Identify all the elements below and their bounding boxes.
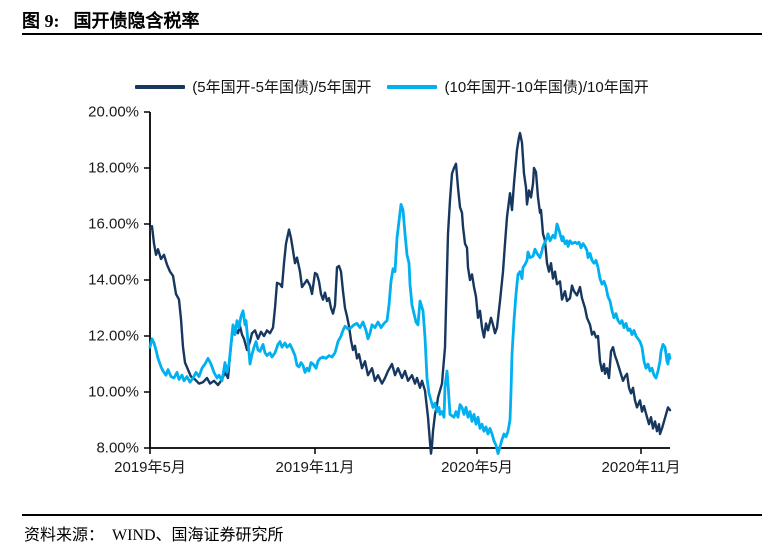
legend-item-10y: (10年国开-10年国债)/10年国开 — [387, 76, 649, 97]
series-line-1 — [148, 202, 672, 456]
x-tick-label: 2020年5月 — [441, 459, 513, 476]
source-note: 资料来源： WIND、国海证券研究所 — [24, 521, 284, 545]
x-tick-label: 2019年11月 — [276, 459, 355, 476]
y-tick-label: 16.00% — [88, 216, 139, 233]
header-divider — [22, 33, 762, 35]
y-tick-label: 20.00% — [88, 104, 139, 121]
source-body: WIND、国海证券研究所 — [112, 527, 284, 544]
legend-label-10y: (10年国开-10年国债)/10年国开 — [444, 79, 649, 96]
x-axis-ticks: 2019年5月 2019年11月 2020年5月 2020年11月 — [114, 448, 680, 476]
footer-divider — [22, 514, 762, 516]
y-tick-label: 12.00% — [88, 328, 139, 345]
chart-legend: (5年国开-5年国债)/5年国开 (10年国开-10年国债)/10年国开 — [0, 76, 784, 97]
y-tick-label: 10.00% — [88, 384, 139, 401]
x-tick-label: 2020年11月 — [602, 459, 681, 476]
series-lines — [148, 131, 672, 456]
y-tick-label: 8.00% — [96, 440, 139, 457]
x-tick-label: 2019年5月 — [114, 459, 186, 476]
legend-line-navy-icon — [135, 84, 186, 89]
figure-number: 图 9: — [22, 11, 60, 31]
figure-title: 国开债隐含税率 — [73, 11, 200, 31]
y-tick-label: 18.00% — [88, 160, 139, 177]
legend-label-5y: (5年国开-5年国债)/5年国开 — [192, 79, 372, 96]
source-label: 资料来源： — [24, 527, 105, 544]
figure-header: 图 9: 国开债隐含税率 — [22, 7, 200, 33]
series-line-0 — [148, 131, 672, 455]
legend-line-lightblue-icon — [387, 84, 438, 89]
y-axis-ticks: 20.00% 18.00% 16.00% 14.00% 12.00% 10.00% 8.00… — [88, 104, 150, 457]
legend-item-5y: (5年国开-5年国债)/5年国开 — [135, 76, 371, 97]
y-tick-label: 14.00% — [88, 272, 139, 289]
